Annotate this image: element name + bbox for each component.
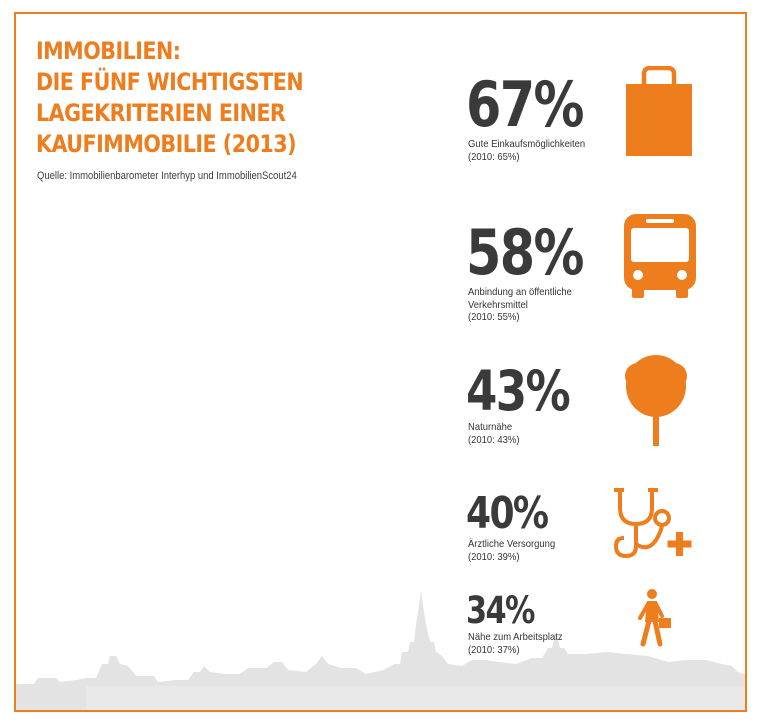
- criterion-label: Ärztliche Versorgung (2010: 39%): [468, 538, 556, 563]
- shopping-bag-icon: [626, 66, 692, 156]
- title-line-1: IMMOBILIEN:: [36, 37, 181, 65]
- tree-icon: [625, 355, 687, 446]
- infographic-frame: IMMOBILIEN: DIE FÜNF WICHTIGSTEN LAGEKRI…: [14, 12, 747, 712]
- criterion-label-line: (2010: 39%): [468, 550, 520, 563]
- criterion-label: Anbindung an öffentliche Verkehrsmittel …: [468, 286, 594, 324]
- criterion-label: Gute Einkaufsmöglichkeiten (2010: 65%): [468, 138, 594, 163]
- city-skyline-graphic: [16, 590, 745, 710]
- criterion-value: 43%: [466, 359, 571, 423]
- criterion-label-line: Gute Einkaufsmöglichkeiten: [468, 138, 586, 150]
- stethoscope-icon: [613, 488, 692, 559]
- criterion-value: 34%: [466, 589, 535, 632]
- criterion-label-line: (2010: 55%): [468, 311, 520, 323]
- criterion-label-line: Ärztliche Versorgung: [468, 538, 556, 550]
- criterion-label-line: (2010: 43%): [468, 433, 520, 446]
- criterion-value: 67%: [466, 68, 584, 141]
- criterion-label: Nähe zum Arbeitsplatz (2010: 37%): [468, 631, 563, 656]
- criterion-label-line: Nähe zum Arbeitsplatz: [468, 631, 563, 643]
- criterion-label-line: Verkehrsmittel: [468, 298, 528, 311]
- title-line-4: KAUFIMMOBILIE (2013): [36, 130, 297, 158]
- criterion-value: 58%: [466, 216, 584, 289]
- criterion-label-line: (2010: 65%): [468, 150, 520, 163]
- criterion-label-line: Naturnähe: [468, 421, 513, 433]
- bus-icon: [624, 214, 696, 298]
- criterion-label: Naturnähe (2010: 43%): [468, 421, 579, 446]
- source-note: Quelle: Immobilienbarometer Interhyp und…: [37, 170, 297, 182]
- criterion-nature: 43% Naturnähe (2010: 43%): [466, 364, 592, 446]
- infographic-title: IMMOBILIEN: DIE FÜNF WICHTIGSTEN LAGEKRI…: [36, 36, 304, 160]
- criterion-shopping: 67% Gute Einkaufsmöglichkeiten (2010: 65…: [466, 74, 608, 163]
- title-line-2: DIE FÜNF WICHTIGSTEN: [36, 68, 304, 96]
- commuter-icon: [638, 589, 671, 647]
- criterion-workplace: 34% Nähe zum Arbeitsplatz (2010: 37%): [466, 592, 573, 656]
- criterion-label-line: (2010: 37%): [468, 643, 520, 656]
- criterion-medical-care: 40% Ärztliche Versorgung (2010: 39%): [466, 492, 565, 563]
- criterion-value: 40%: [466, 488, 549, 539]
- title-line-3: LAGEKRITERIEN EINER: [36, 99, 286, 127]
- criterion-public-transport: 58% Anbindung an öffentliche Verkehrsmit…: [466, 222, 608, 324]
- criterion-label-line: Anbindung an öffentliche: [468, 286, 572, 298]
